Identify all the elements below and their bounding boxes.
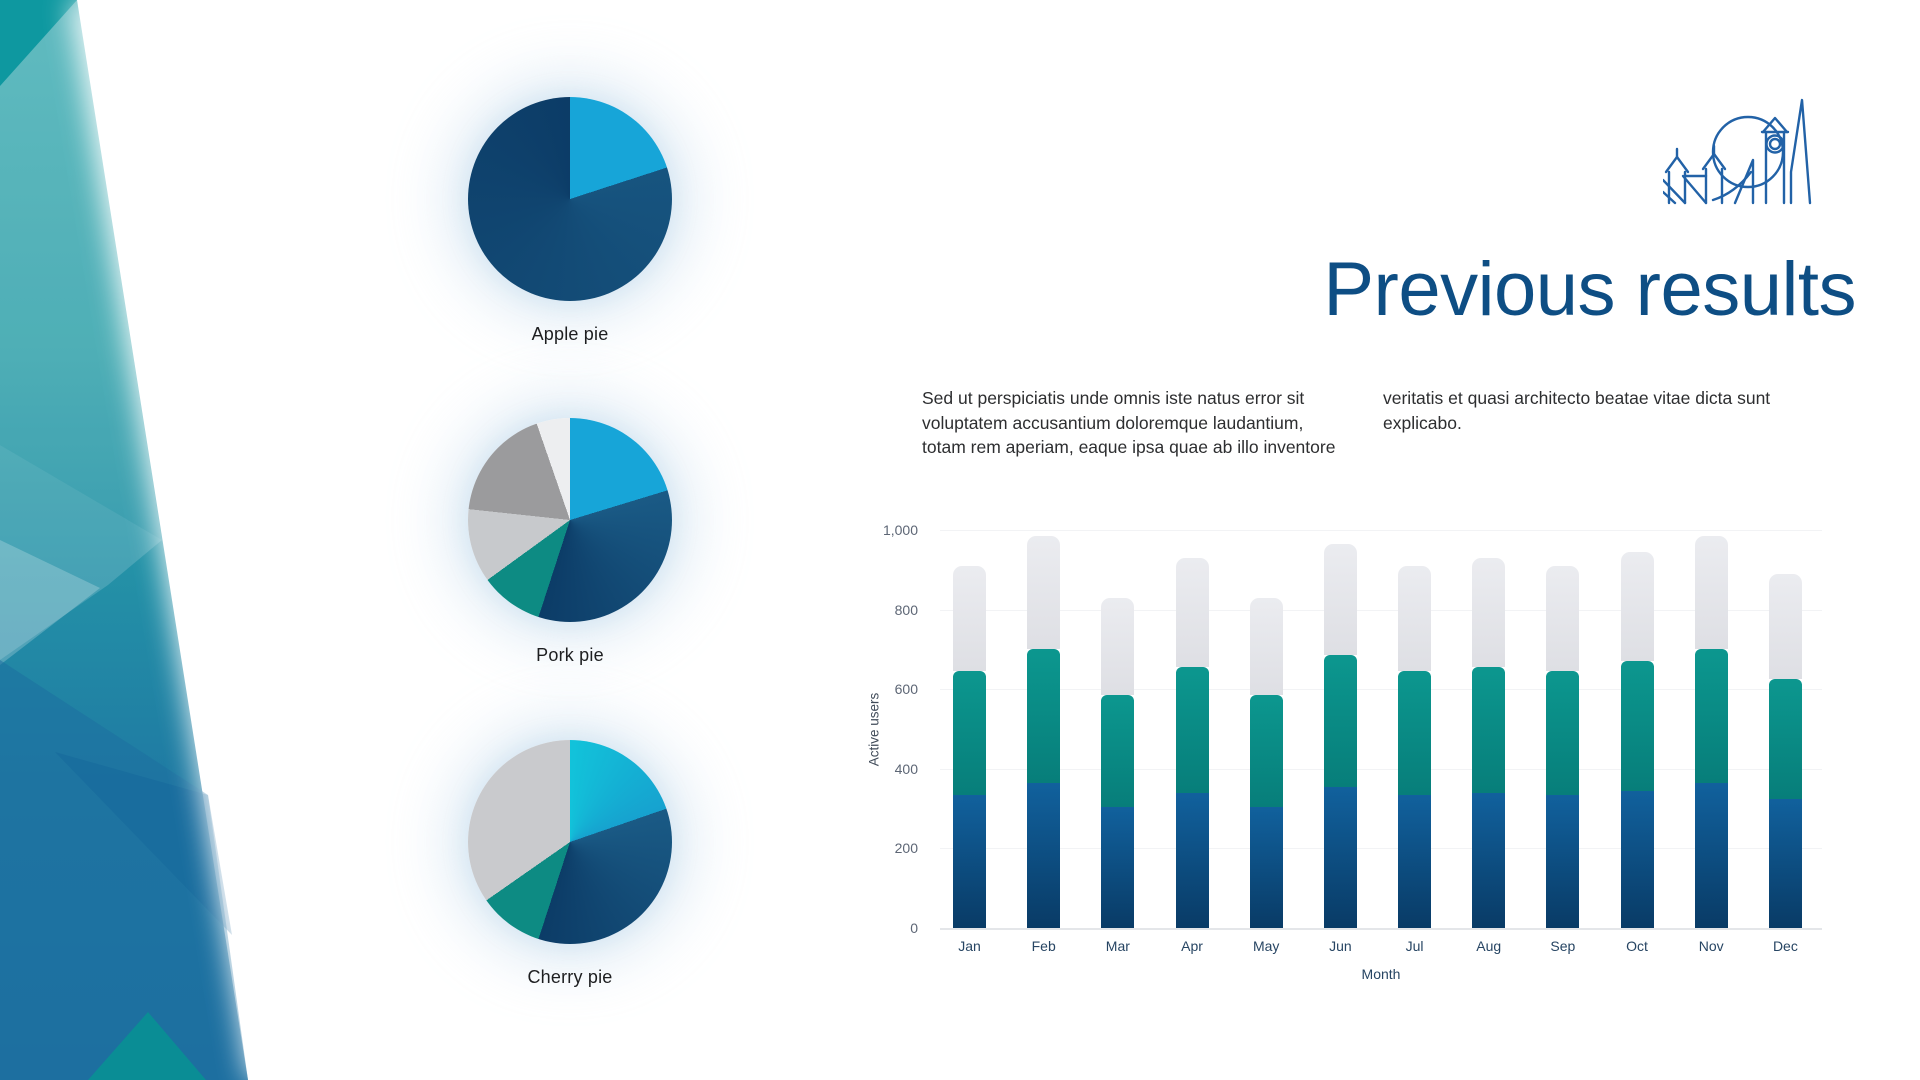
ytick-600: 600 bbox=[894, 681, 918, 698]
bar-Jan-teal-segment bbox=[953, 671, 986, 795]
bar-Apr-gray-segment bbox=[1175, 557, 1209, 668]
pork-pie-label: Pork pie bbox=[536, 645, 604, 665]
y-axis-label: Active users bbox=[866, 692, 882, 767]
bar-Oct bbox=[1620, 551, 1654, 928]
xtick-Aug: Aug bbox=[1476, 938, 1502, 954]
bar-Apr bbox=[1175, 557, 1209, 928]
xtick-Sep: Sep bbox=[1550, 938, 1576, 954]
bar-Jul-teal-segment bbox=[1398, 671, 1432, 795]
cherry-pie-label: Cherry pie bbox=[527, 967, 613, 987]
bar-Sep-gray-segment bbox=[1546, 565, 1580, 672]
bar-Jan-gray-segment bbox=[953, 565, 986, 672]
bar-May bbox=[1249, 597, 1283, 928]
bar-Jun-navy-segment bbox=[1323, 786, 1357, 928]
bar-Aug-gray-segment bbox=[1472, 557, 1506, 668]
gridline-1000 bbox=[940, 530, 1822, 531]
bar-May-gray-segment bbox=[1249, 597, 1283, 696]
bar-May-teal-segment bbox=[1249, 695, 1283, 807]
bar-May-navy-segment bbox=[1249, 806, 1283, 928]
body-text-column-2: veritatis et quasi architecto beatae vit… bbox=[1383, 388, 1771, 433]
bar-Mar-gray-segment bbox=[1101, 597, 1135, 696]
bar-Aug-teal-segment bbox=[1472, 667, 1506, 793]
apple-pie-chart bbox=[468, 97, 672, 301]
xtick-May: May bbox=[1252, 938, 1280, 954]
london-skyline-icon bbox=[1663, 98, 1812, 205]
cherry-pie-chart bbox=[468, 740, 672, 944]
bar-Nov bbox=[1694, 535, 1728, 928]
body-text-column-1: Sed ut perspiciatis unde omnis iste natu… bbox=[922, 388, 1336, 458]
bar-Sep bbox=[1546, 565, 1580, 928]
xtick-Oct: Oct bbox=[1626, 938, 1648, 954]
bar-Oct-teal-segment bbox=[1620, 661, 1654, 791]
pork-pie-chart bbox=[468, 418, 672, 622]
bar-Apr-navy-segment bbox=[1175, 792, 1209, 928]
ytick-0: 0 bbox=[910, 920, 918, 936]
bar-Jul-gray-segment bbox=[1398, 565, 1432, 672]
ytick-200: 200 bbox=[894, 840, 918, 857]
pie-chart-pork: Pork pie bbox=[468, 418, 672, 666]
bar-Dec-navy-segment bbox=[1768, 798, 1802, 928]
bar-Oct-gray-segment bbox=[1620, 551, 1654, 662]
bar-Jun bbox=[1323, 543, 1357, 928]
bar-Oct-navy-segment bbox=[1620, 790, 1654, 928]
bar-Mar-teal-segment bbox=[1101, 695, 1135, 807]
bar-Dec-gray-segment bbox=[1768, 573, 1802, 680]
ytick-800: 800 bbox=[894, 601, 918, 618]
gridline-400 bbox=[940, 768, 1822, 770]
bar-Nov-teal-segment bbox=[1694, 649, 1728, 783]
bar-Feb-gray-segment bbox=[1027, 535, 1061, 650]
bar-Apr-teal-segment bbox=[1175, 667, 1209, 793]
bar-Jan-navy-segment bbox=[953, 794, 986, 928]
ytick-1,000: 1,000 bbox=[882, 522, 918, 538]
xtick-Mar: Mar bbox=[1105, 938, 1130, 954]
x-axis-label: Month bbox=[1361, 966, 1401, 982]
gridline-600 bbox=[940, 689, 1822, 691]
xtick-Apr: Apr bbox=[1181, 938, 1203, 954]
bar-Aug bbox=[1472, 557, 1506, 928]
ytick-400: 400 bbox=[894, 760, 918, 777]
y-axis-ticks: 0 200 400 600 800 1,000 bbox=[836, 522, 928, 936]
bar-Nov-gray-segment bbox=[1694, 535, 1728, 650]
bar-Mar-navy-segment bbox=[1101, 806, 1135, 928]
bar-Feb-teal-segment bbox=[1027, 649, 1061, 783]
gridline-200 bbox=[940, 848, 1822, 850]
xtick-Dec: Dec bbox=[1772, 938, 1798, 954]
bar-Dec bbox=[1768, 573, 1802, 928]
pie-chart-cherry: Cherry pie bbox=[468, 740, 672, 988]
bar-Jun-teal-segment bbox=[1323, 655, 1357, 787]
apple-pie-label: Apple pie bbox=[531, 324, 609, 344]
pie-chart-apple: Apple pie bbox=[468, 97, 672, 345]
bar-Jul bbox=[1398, 565, 1432, 928]
x-axis-ticks: Jan Feb Mar Apr May Jun Jul Aug Sep Oct Nov Dec bbox=[940, 938, 1822, 954]
bar-Nov-navy-segment bbox=[1694, 782, 1728, 928]
bar-Jan bbox=[953, 565, 986, 928]
gridline-800 bbox=[940, 609, 1822, 611]
bar-Mar bbox=[1101, 597, 1135, 928]
xtick-Feb: Feb bbox=[1031, 938, 1056, 954]
bar-Aug-navy-segment bbox=[1472, 792, 1506, 928]
bar-Sep-navy-segment bbox=[1546, 794, 1580, 928]
decorative-left-band bbox=[0, 0, 335, 1080]
xtick-Jun: Jun bbox=[1329, 938, 1352, 954]
bar-Feb-navy-segment bbox=[1027, 782, 1061, 928]
xtick-Jan: Jan bbox=[958, 938, 981, 954]
bar-chart-plot-area bbox=[940, 530, 1822, 930]
xtick-Jul: Jul bbox=[1405, 938, 1424, 954]
xtick-Nov: Nov bbox=[1698, 938, 1724, 954]
bar-chart-bars bbox=[940, 530, 1822, 928]
page-title: Previous results bbox=[1323, 247, 1856, 332]
bar-Dec-teal-segment bbox=[1768, 679, 1802, 799]
bar-Sep-teal-segment bbox=[1546, 671, 1580, 795]
bar-Feb bbox=[1027, 535, 1061, 928]
bar-Jun-gray-segment bbox=[1323, 543, 1357, 656]
bar-Jul-navy-segment bbox=[1398, 794, 1432, 928]
